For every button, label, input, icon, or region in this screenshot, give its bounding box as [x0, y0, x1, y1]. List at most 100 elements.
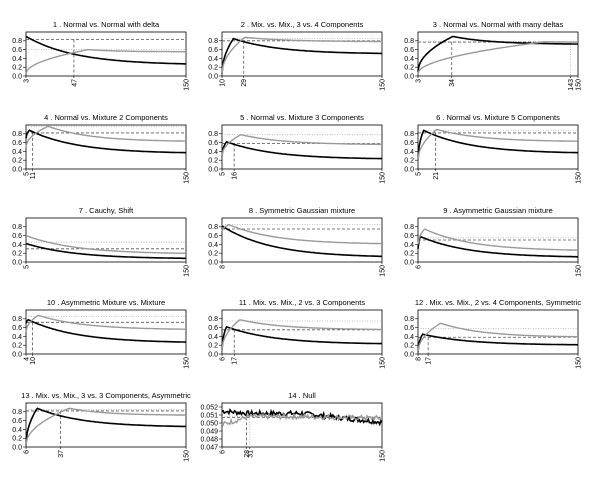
x-tick-label: 3 [416, 79, 423, 83]
y-tick-label: 0.2 [404, 343, 414, 350]
y-tick-label: 0.6 [404, 140, 414, 147]
series-line-gray [25, 234, 187, 255]
x-tick-label: 143 [568, 79, 575, 91]
y-tick-label: 0.8 [12, 131, 22, 138]
x-tick-label: 150 [380, 79, 387, 91]
x-tick-label: 29 [241, 79, 248, 87]
panel-7: 7 . Cauchy, Shift 0.00.2 0.4 0.6 0.8 5 150 [12, 206, 190, 277]
series-line-gray [221, 412, 382, 427]
y-tick-label: 0.8 [404, 224, 414, 231]
y-tick-label: 0.049 [200, 428, 218, 435]
y-tick-label: 0.0 [12, 351, 22, 358]
y-tick-label: 0.0 [12, 259, 22, 266]
x-tick-label: 3 [24, 79, 31, 83]
x-tick-label: 10 [220, 79, 227, 87]
panel-10: 10 . Asymmetric Mixture vs. Mixture0.00.… [12, 298, 190, 369]
y-tick-label: 0.0 [208, 259, 218, 266]
y-tick-label: 0.8 [208, 38, 218, 45]
y-tick-label: 0.051 [200, 412, 218, 419]
x-tick-label: 10 [30, 357, 37, 365]
x-tick-label: 5 [24, 172, 31, 176]
x-tick-label: 8 [416, 357, 423, 361]
y-tick-label: 0.8 [208, 316, 218, 323]
plot-frame [221, 309, 383, 355]
y-tick-label: 0.6 [404, 47, 414, 54]
panel-title: 4 . Normal vs. Mixture 2 Components [44, 113, 168, 122]
panel-8: 8 . Symmetric Gaussian mixture 0.00.2 0.4 0… [208, 206, 386, 277]
x-tick-label: 5 [24, 265, 31, 269]
series-line-gray [417, 128, 578, 161]
x-tick-label: 150 [576, 79, 583, 91]
y-tick-label: 0.0 [12, 444, 22, 451]
series-line-black [25, 35, 186, 65]
y-tick-label: 0.2 [208, 251, 218, 258]
y-tick-label: 0.052 [200, 404, 218, 411]
x-tick-label: 6 [24, 450, 31, 454]
plot-frame [221, 217, 383, 263]
y-tick-label: 0.4 [404, 56, 414, 63]
x-tick-label: 150 [380, 265, 387, 277]
y-tick-label: 0.6 [404, 233, 414, 240]
panel-12: 12 . Mix. vs. Mix., 2 vs. 4 Components, … [404, 298, 582, 369]
y-tick-label: 0.2 [404, 251, 414, 258]
series-line-gray [417, 322, 578, 352]
y-tick-label: 0.2 [208, 158, 218, 165]
y-tick-label: 0.0 [404, 73, 414, 80]
series-line-black [25, 242, 186, 260]
y-tick-label: 0.2 [404, 65, 414, 72]
series-line-black [25, 407, 187, 445]
panel-title: 1 . Normal vs. Normal with delta [53, 20, 160, 29]
y-tick-label: 0.4 [208, 149, 218, 156]
y-tick-label: 0.6 [12, 233, 22, 240]
y-tick-label: 0.6 [12, 140, 22, 147]
series-line-black [417, 129, 578, 161]
y-tick-label: 0.2 [12, 65, 22, 72]
y-tick-label: 0.050 [200, 420, 218, 427]
y-tick-label: 0.4 [208, 334, 218, 341]
y-tick-label: 0.8 [404, 38, 414, 45]
y-tick-label: 0.6 [208, 325, 218, 332]
panel-6: 6 . Normal vs. Mixture 5 Components0.00.… [404, 113, 582, 184]
panel-title: 7 . Cauchy, Shift [79, 206, 134, 215]
x-tick-label: 5 [220, 172, 227, 176]
y-tick-label: 0.2 [208, 343, 218, 350]
series-line-gray [417, 41, 578, 75]
y-tick-label: 0.8 [12, 38, 22, 45]
y-tick-label: 0.2 [404, 158, 414, 165]
plot-frame [221, 124, 383, 170]
y-tick-label: 0.0 [12, 166, 22, 173]
panel-title: 8 . Symmetric Gaussian mixture [249, 206, 355, 215]
x-tick-label: 16 [232, 172, 239, 180]
y-tick-label: 0.048 [200, 436, 218, 443]
y-tick-label: 0.4 [12, 56, 22, 63]
plot-frame [25, 124, 187, 170]
y-tick-label: 0.0 [208, 351, 218, 358]
y-tick-label: 0.8 [12, 224, 22, 231]
series-line-black [417, 35, 578, 72]
x-tick-label: 21 [433, 172, 440, 180]
y-tick-label: 0.4 [12, 334, 22, 341]
y-tick-label: 0.8 [12, 409, 22, 416]
y-tick-label: 0.2 [12, 436, 22, 443]
y-tick-label: 0.0 [12, 73, 22, 80]
series-line-gray [25, 314, 186, 333]
series-line-gray [25, 407, 186, 445]
y-tick-label: 0.4 [404, 149, 414, 156]
y-tick-label: 0.8 [208, 224, 218, 231]
panel-11: 11 . Mix. vs. Mix., 2 vs. 3 Components 0.… [208, 298, 386, 369]
y-tick-label: 0.6 [12, 47, 22, 54]
series-line-black [221, 140, 382, 160]
series-line-black [25, 318, 186, 343]
y-tick-label: 0.2 [12, 343, 22, 350]
panel-title: 5 . Normal vs. Mixture 3 Components [240, 113, 364, 122]
plot-frame [25, 217, 187, 263]
panel-title: 13 . Mix. vs. Mix., 3 vs. 3 Components, … [21, 391, 191, 400]
plot-frame [221, 402, 383, 448]
y-tick-label: 0.6 [12, 418, 22, 425]
x-tick-label: 6 [220, 357, 227, 361]
x-tick-label: 150 [184, 265, 191, 277]
series-line-black [221, 37, 382, 74]
y-tick-label: 0.0 [404, 351, 414, 358]
x-tick-label: 6 [416, 265, 423, 269]
